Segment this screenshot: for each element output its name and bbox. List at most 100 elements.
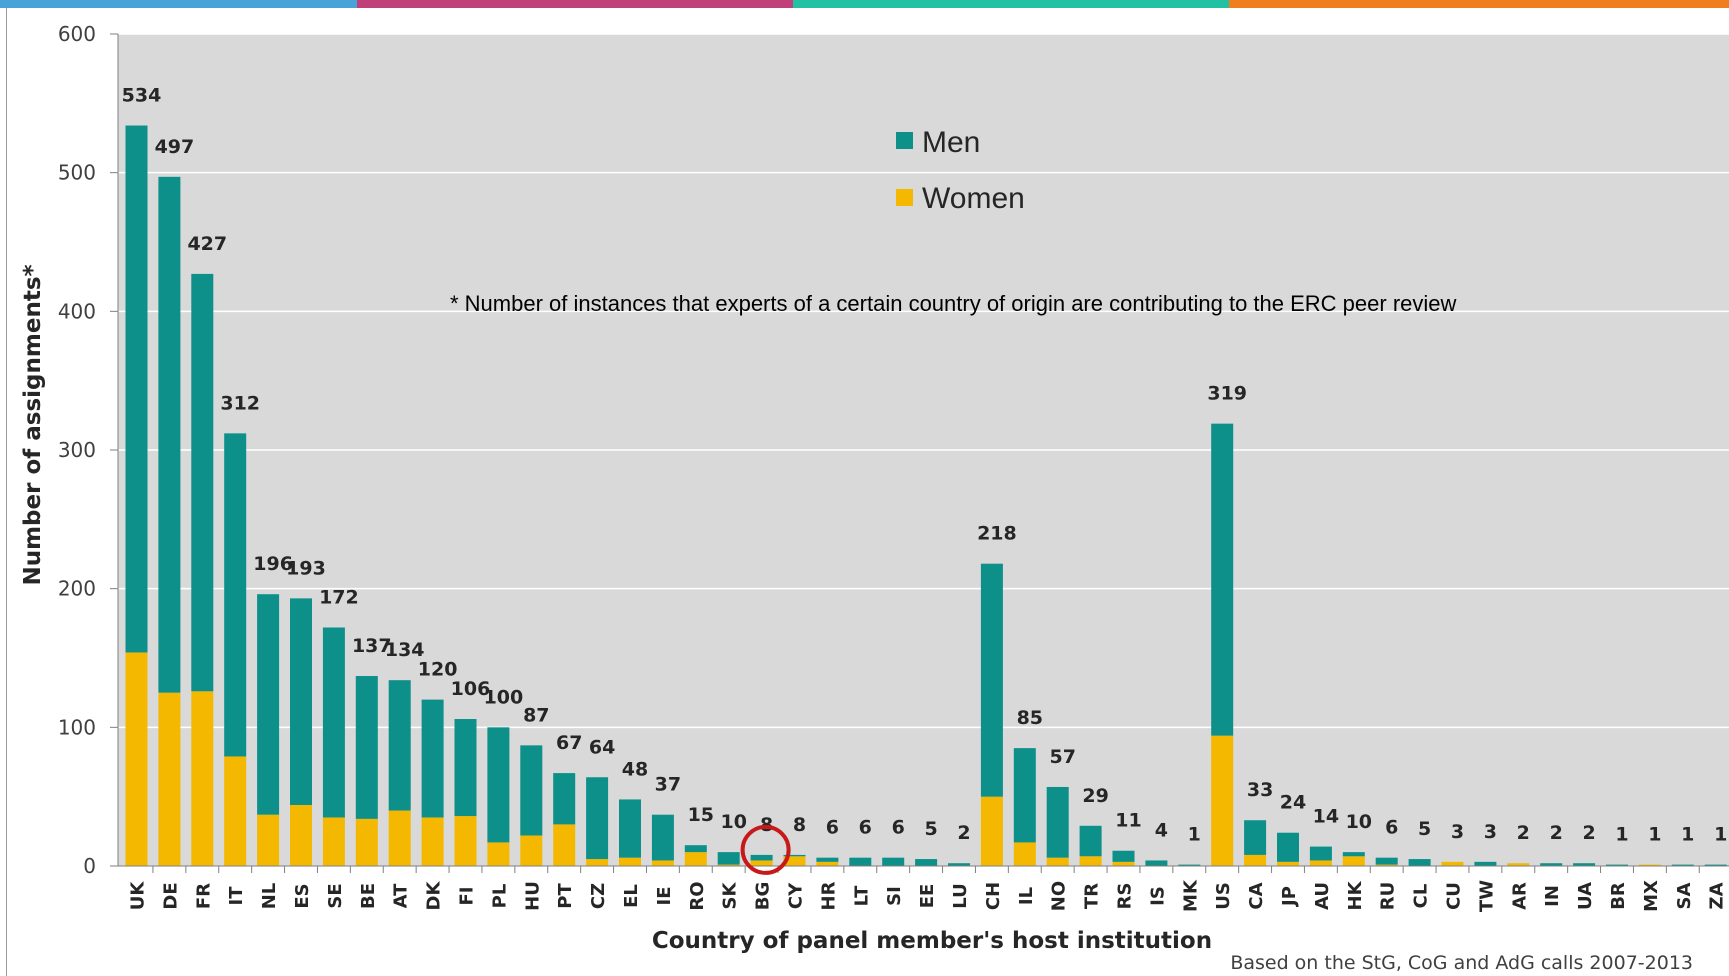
data-label-pl: 100 xyxy=(484,686,524,708)
bar-men-it xyxy=(224,433,247,757)
bar-men-us xyxy=(1211,423,1234,736)
data-label-cl: 5 xyxy=(1418,818,1431,840)
bar-women-sk xyxy=(717,864,740,866)
bar-men-rs xyxy=(1112,850,1135,862)
top-color-bar xyxy=(0,0,1729,8)
x-tick-label-cl: CL xyxy=(1411,884,1432,909)
bar-men-in xyxy=(1540,863,1563,866)
legend-label-men: Men xyxy=(922,126,980,159)
bar-men-il xyxy=(1013,748,1036,843)
data-label-ch: 218 xyxy=(977,523,1017,545)
bar-men-hk xyxy=(1342,852,1365,857)
data-label-cu: 3 xyxy=(1451,821,1464,843)
bar-men-br xyxy=(1606,864,1628,866)
data-label-ca: 33 xyxy=(1247,779,1273,801)
bar-women-ca xyxy=(1244,854,1267,866)
legend-label-women: Women xyxy=(922,182,1025,215)
bar-women-de xyxy=(158,692,181,866)
bar-men-mk xyxy=(1178,864,1201,866)
x-tick-label-ru: RU xyxy=(1378,882,1399,910)
x-tick-label-mk: MK xyxy=(1180,879,1201,912)
data-label-uk: 534 xyxy=(122,85,162,107)
legend-swatch-men xyxy=(896,132,913,149)
data-label-ru: 6 xyxy=(1385,817,1398,839)
data-label-au: 14 xyxy=(1313,806,1339,828)
x-tick-label-ch: CH xyxy=(983,882,1004,910)
x-tick-label-hk: HK xyxy=(1345,880,1366,910)
x-tick-label-is: IS xyxy=(1147,886,1168,906)
bar-men-dk xyxy=(421,699,444,818)
y-tick-label: 600 xyxy=(58,22,96,46)
bar-men-de xyxy=(158,176,181,693)
bar-men-cz xyxy=(586,777,609,860)
bar-women-jp xyxy=(1277,861,1299,866)
bar-women-bg xyxy=(750,860,773,866)
legend: Men Women xyxy=(896,126,1025,215)
bar-men-ca xyxy=(1244,820,1267,855)
x-axis-title: Country of panel member's host instituti… xyxy=(652,928,1212,954)
bar-women-se xyxy=(322,817,345,866)
bar-women-fi xyxy=(454,816,477,866)
data-label-bg: 8 xyxy=(760,814,773,836)
x-tick-label-hu: HU xyxy=(522,881,543,911)
x-axis-ticks: UK DE FR IT NL ES SE BE AT DK FI PL HU PT CZ EL IE RO SK BG… xyxy=(128,866,1728,912)
data-label-ee: 5 xyxy=(924,818,937,840)
data-label-jp: 24 xyxy=(1280,792,1306,814)
y-tick-label: 500 xyxy=(58,161,96,185)
gridlines xyxy=(118,33,1729,729)
x-tick-label-ee: EE xyxy=(917,884,938,909)
bar-women-mx xyxy=(1638,864,1661,866)
bar-men-es xyxy=(290,598,312,805)
x-tick-label-uk: UK xyxy=(128,881,149,911)
data-label-hu: 87 xyxy=(523,704,549,726)
x-tick-label-de: DE xyxy=(160,882,181,909)
x-tick-label-ua: UA xyxy=(1575,882,1596,910)
x-tick-label-in: IN xyxy=(1542,885,1563,907)
bar-men-lt xyxy=(849,857,872,866)
highlight-circle xyxy=(740,824,791,875)
bar-men-nl xyxy=(257,594,280,815)
bar-men-cl xyxy=(1408,859,1431,866)
top-bar-segment-magenta xyxy=(357,0,793,8)
x-tick-label-lu: LU xyxy=(950,883,971,908)
data-label-no: 57 xyxy=(1049,746,1075,768)
bar-women-uk xyxy=(125,652,148,866)
data-label-fi: 106 xyxy=(451,678,491,700)
bar-women-fr xyxy=(191,691,214,866)
data-label-tr: 29 xyxy=(1082,785,1108,807)
bar-men-ch xyxy=(980,563,1003,797)
bar-women-tr xyxy=(1079,856,1102,866)
bar-women-us xyxy=(1211,735,1234,866)
x-tick-label-pt: PT xyxy=(555,883,576,909)
bar-men-sk xyxy=(717,852,740,865)
bar-women-at xyxy=(388,810,411,866)
x-tick-label-ro: RO xyxy=(687,881,708,910)
x-tick-label-us: US xyxy=(1213,882,1234,910)
bar-men-tr xyxy=(1079,825,1102,857)
data-label-rs: 11 xyxy=(1115,810,1141,832)
data-label-hk: 10 xyxy=(1346,811,1372,833)
bar-men-se xyxy=(322,627,345,818)
x-tick-label-sa: SA xyxy=(1674,882,1695,909)
bar-women-hr xyxy=(816,861,839,866)
data-label-in: 2 xyxy=(1550,822,1563,844)
data-label-mx: 1 xyxy=(1648,824,1661,846)
x-tick-label-se: SE xyxy=(325,883,346,908)
bar-men-el xyxy=(619,799,641,858)
data-label-nl: 196 xyxy=(253,553,293,575)
x-tick-label-el: EL xyxy=(621,884,642,908)
x-tick-label-za: ZA xyxy=(1707,882,1728,909)
data-label-sk: 10 xyxy=(720,811,746,833)
x-tick-label-tr: TR xyxy=(1082,883,1103,909)
x-tick-label-at: AT xyxy=(391,883,412,909)
y-axis-ticks: 0 100 200 300 400 500 600 xyxy=(58,22,119,878)
data-label-es: 193 xyxy=(286,557,326,579)
data-label-ro: 15 xyxy=(688,804,714,826)
bars xyxy=(125,125,1727,866)
bar-men-tw xyxy=(1474,861,1497,866)
bar-men-ru xyxy=(1375,857,1398,865)
data-label-be: 137 xyxy=(352,635,392,657)
data-label-is: 4 xyxy=(1155,819,1168,841)
bar-men-sa xyxy=(1671,864,1694,866)
source-note: Based on the StG, CoG and AdG calls 2007… xyxy=(1230,952,1693,974)
